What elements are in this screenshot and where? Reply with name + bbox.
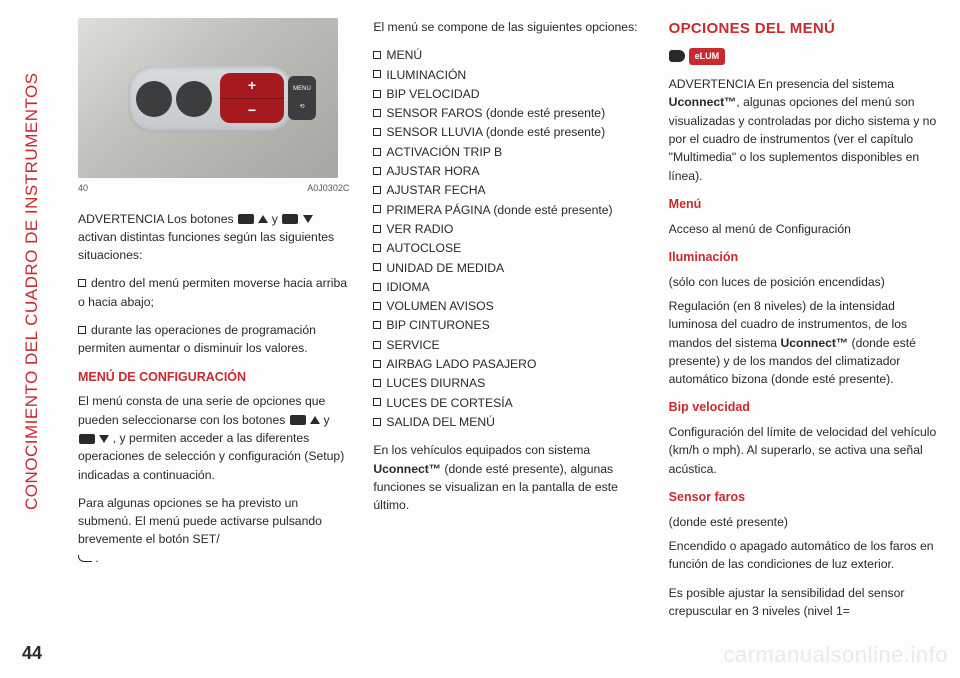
list-item: dentro del menú permiten moverse hacia a… <box>78 274 349 311</box>
square-bullet-icon <box>373 109 381 117</box>
heading-iluminacion: Iluminación <box>669 248 940 267</box>
square-bullet-icon <box>373 225 381 233</box>
menu-option: IDIOMA <box>373 278 644 296</box>
menu-option: MENÚ <box>373 46 644 64</box>
figure-code: A0J0302C <box>307 182 349 196</box>
advertencia-text: ADVERTENCIA Los botones y activan distin… <box>78 210 349 265</box>
heading-sensor: Sensor faros <box>669 488 940 507</box>
button-glyph-icon <box>290 415 306 425</box>
section-header-vertical: CONOCIMIENTO DEL CUADRO DE INSTRUMENTOS <box>22 50 46 510</box>
subtitle: (donde esté presente) <box>669 513 940 531</box>
square-bullet-icon <box>373 360 381 368</box>
button-glyph-icon <box>238 214 254 224</box>
content-columns: +− MENU⟲ 40 A0J0302C ADVERTENCIA Los bot… <box>78 18 940 638</box>
square-bullet-icon <box>373 205 381 213</box>
button-glyph-icon <box>79 434 95 444</box>
square-bullet-icon <box>373 418 381 426</box>
menu-option: LUCES DIURNAS <box>373 374 644 392</box>
menu-option: ACTIVACIÓN TRIP B <box>373 143 644 161</box>
button-glyph-icon <box>282 214 298 224</box>
column-2: El menú se compone de las siguientes opc… <box>373 18 644 638</box>
square-bullet-icon <box>373 90 381 98</box>
menu-option: AJUSTAR HORA <box>373 162 644 180</box>
square-bullet-icon <box>373 283 381 291</box>
menu-option: LUCES DE CORTESÍA <box>373 394 644 412</box>
menu-option: AUTOCLOSE <box>373 239 644 257</box>
heading-menu: Menú <box>669 195 940 214</box>
body-text: Configuración del límite de velocidad de… <box>669 423 940 478</box>
square-bullet-icon <box>373 70 381 78</box>
body-text: En los vehículos equipados con sistema U… <box>373 441 644 514</box>
square-bullet-icon <box>373 186 381 194</box>
square-bullet-icon <box>373 398 381 406</box>
square-bullet-icon <box>373 51 381 59</box>
menu-option: AJUSTAR FECHA <box>373 181 644 199</box>
square-bullet-icon <box>373 244 381 252</box>
figure-caption: 40 A0J0302C <box>78 182 349 196</box>
figure-number: 40 <box>78 182 88 196</box>
elum-badge: eLUM <box>689 48 726 66</box>
square-bullet-icon <box>373 148 381 156</box>
up-arrow-icon <box>310 416 320 424</box>
body-text: Regulación (en 8 niveles) de la intensid… <box>669 297 940 388</box>
square-bullet-icon <box>373 128 381 136</box>
square-bullet-icon <box>78 326 86 334</box>
menu-option: VER RADIO <box>373 220 644 238</box>
watermark: carmanualsonline.info <box>723 642 948 668</box>
square-bullet-icon <box>373 167 381 175</box>
return-icon <box>78 555 92 562</box>
menu-option: BIP VELOCIDAD <box>373 85 644 103</box>
square-bullet-icon <box>373 321 381 329</box>
column-1: +− MENU⟲ 40 A0J0302C ADVERTENCIA Los bot… <box>78 18 349 638</box>
body-text: Es posible ajustar la sensibilidad del s… <box>669 584 940 621</box>
menu-option: SENSOR FAROS (donde esté presente) <box>373 104 644 122</box>
square-bullet-icon <box>373 341 381 349</box>
menu-options-list: MENÚ ILUMINACIÓNBIP VELOCIDADSENSOR FAROS… <box>373 46 644 431</box>
body-text: ADVERTENCIA En presencia del sistema Uco… <box>669 75 940 185</box>
subtitle: (sólo con luces de posición encendidas) <box>669 273 940 291</box>
menu-option: PRIMERA PÁGINA (donde esté presente) <box>373 201 644 219</box>
body-text: Encendido o apagado automático de los fa… <box>669 537 940 574</box>
square-bullet-icon <box>78 279 86 287</box>
down-arrow-icon <box>303 215 313 223</box>
figure-image: +− MENU⟲ <box>78 18 338 178</box>
square-bullet-icon <box>373 302 381 310</box>
hand-pointer-icon <box>669 50 685 62</box>
column-3: OPCIONES DEL MENÚ eLUM ADVERTENCIA En pr… <box>669 18 940 638</box>
up-arrow-icon <box>258 215 268 223</box>
heading-opciones: OPCIONES DEL MENÚ <box>669 18 940 41</box>
list-item: durante las operaciones de programación … <box>78 321 349 358</box>
heading-menu-config: MENÚ DE CONFIGURACIÓN <box>78 368 349 387</box>
menu-option: SENSOR LLUVIA (donde esté presente) <box>373 123 644 141</box>
menu-intro: El menú se compone de las siguientes opc… <box>373 18 644 36</box>
menu-option: VOLUMEN AVISOS <box>373 297 644 315</box>
menu-option: ILUMINACIÓN <box>373 66 644 84</box>
body-text: Acceso al menú de Configuración <box>669 220 940 238</box>
square-bullet-icon <box>373 263 381 271</box>
down-arrow-icon <box>99 435 109 443</box>
menu-option: BIP CINTURONES <box>373 316 644 334</box>
menu-option: SERVICE <box>373 336 644 354</box>
heading-bip: Bip velocidad <box>669 398 940 417</box>
page-number: 44 <box>22 643 42 664</box>
square-bullet-icon <box>373 379 381 387</box>
elum-badge-row: eLUM <box>669 47 940 66</box>
menu-option: SALIDA DEL MENÚ <box>373 413 644 431</box>
body-text: Para algunas opciones se ha previsto un … <box>78 494 349 567</box>
menu-option: UNIDAD DE MEDIDA <box>373 259 644 277</box>
menu-option: AIRBAG LADO PASAJERO <box>373 355 644 373</box>
body-text: El menú consta de una serie de opciones … <box>78 392 349 483</box>
